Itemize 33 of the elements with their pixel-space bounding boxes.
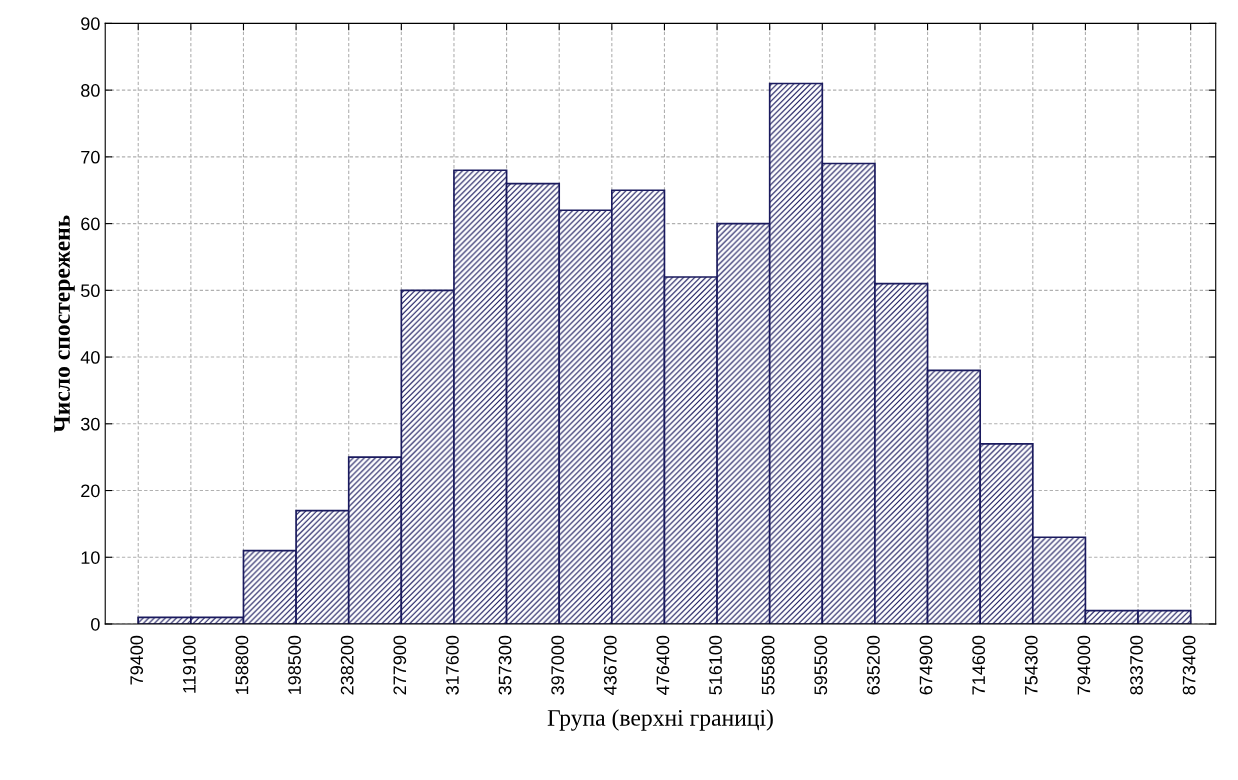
x-tick-label: 119100 <box>182 635 196 693</box>
x-tick-label: 555800 <box>761 635 775 695</box>
x-tick-label: 873400 <box>1182 635 1196 695</box>
y-tick-label: 50 <box>81 284 100 298</box>
x-axis-title: Група (верхні границі) <box>547 709 773 731</box>
y-tick-label: 80 <box>81 84 100 97</box>
x-tick-label: 714600 <box>972 635 986 695</box>
x-tick-label: 595500 <box>814 635 828 695</box>
y-tick-label: 60 <box>81 217 100 231</box>
x-tick-label: 794000 <box>1077 635 1091 695</box>
x-tick-label: 79400 <box>130 635 144 685</box>
x-tick-label: 277900 <box>393 635 407 695</box>
x-tick-label: 674900 <box>919 635 933 695</box>
x-tick-label: 833700 <box>1130 635 1143 695</box>
y-tick-label: 70 <box>81 150 100 164</box>
x-tick-label: 476400 <box>656 635 670 695</box>
y-tick-label: 40 <box>80 351 100 364</box>
y-tick-label: 10 <box>81 551 100 564</box>
x-tick-label: 397000 <box>551 635 565 695</box>
y-tick-label: 20 <box>81 484 100 498</box>
x-tick-label: 436700 <box>603 635 617 695</box>
x-tick-label: 357300 <box>498 635 512 695</box>
x-tick-label: 198500 <box>288 635 301 694</box>
y-axis-title: Число спостережень <box>54 215 75 433</box>
x-tick-label: 317600 <box>446 635 459 695</box>
y-tick-label: 0 <box>91 617 100 631</box>
x-tick-label: 238200 <box>340 635 354 695</box>
y-tick-label: 90 <box>81 17 100 31</box>
x-tick-label: 158800 <box>235 635 249 694</box>
x-tick-label: 516100 <box>709 635 722 695</box>
y-tick-label: 30 <box>80 417 100 431</box>
x-tick-label: 754300 <box>1024 635 1038 695</box>
x-tick-label: 635200 <box>867 635 880 695</box>
